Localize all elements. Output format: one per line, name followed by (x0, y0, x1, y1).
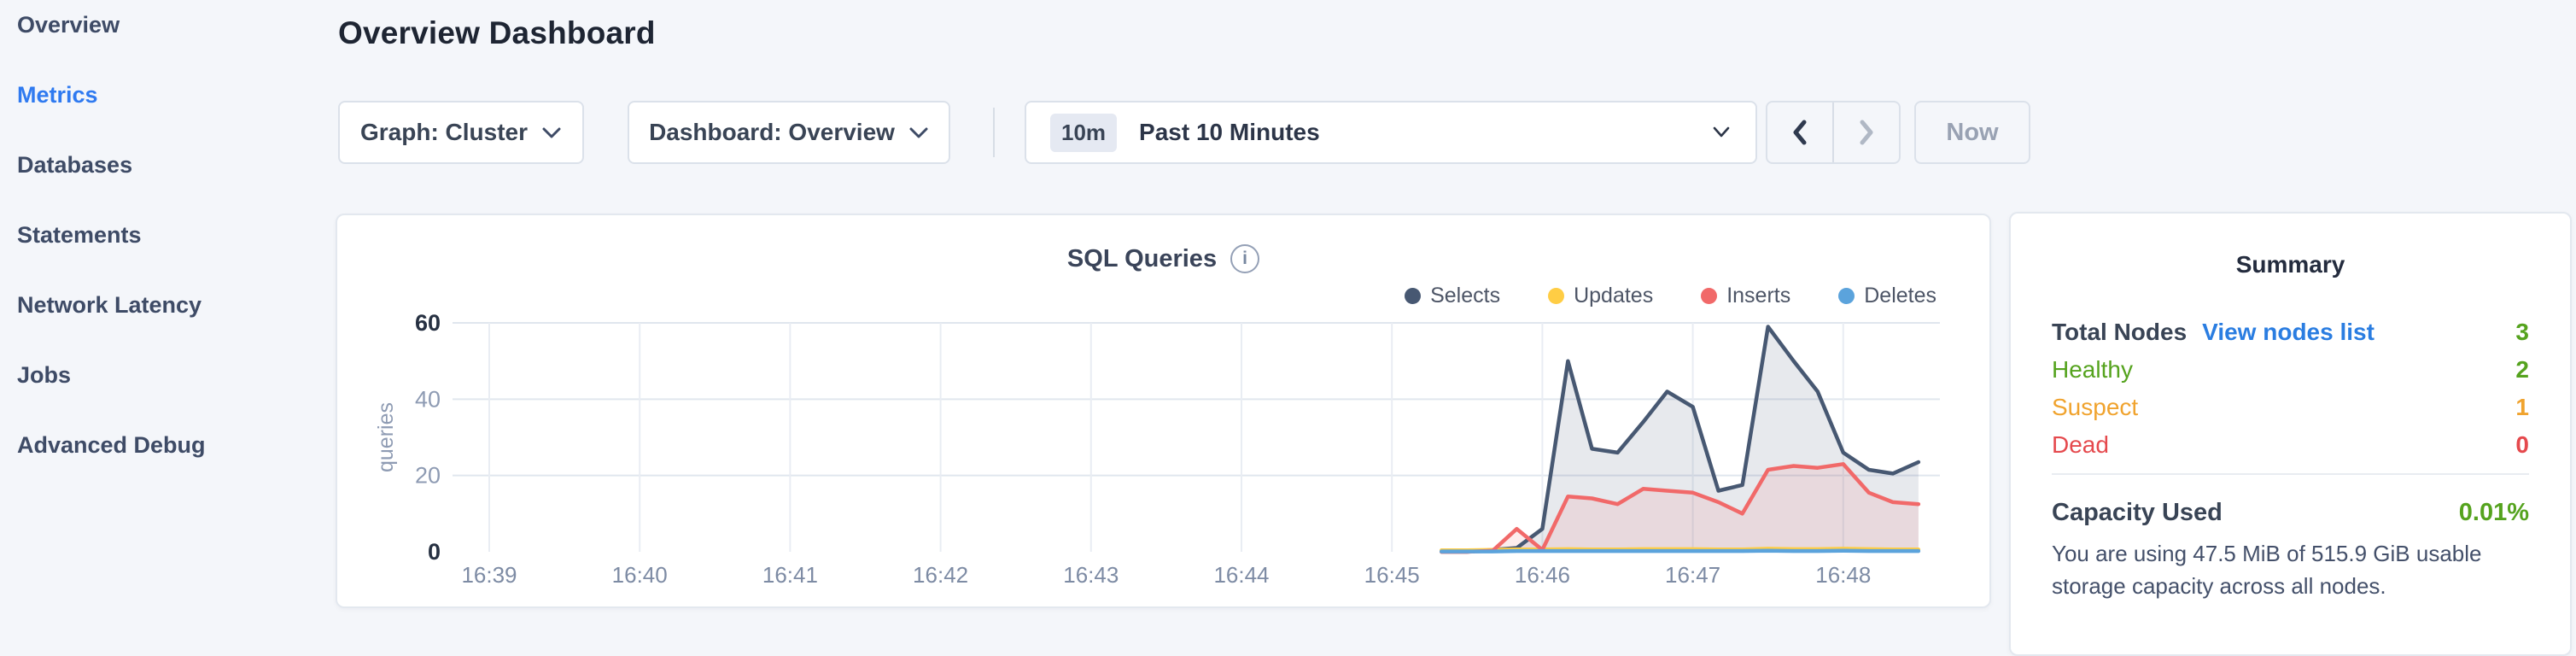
legend-item-updates: Updates (1548, 284, 1653, 308)
summary-rows: Total Nodes View nodes list 3 Healthy 2 Suspe… (2052, 318, 2529, 460)
svg-text:60: 60 (415, 310, 441, 336)
capacity-value: 0.01% (2458, 499, 2529, 526)
time-range-badge: 10m (1050, 113, 1118, 152)
svg-text:16:41: 16:41 (762, 562, 818, 588)
summary-row-suspect: Suspect 1 (2052, 393, 2529, 422)
svg-text:16:48: 16:48 (1815, 562, 1871, 588)
legend-dot-selects (1405, 288, 1422, 304)
summary-row-value: 0 (2515, 431, 2529, 458)
svg-text:16:46: 16:46 (1515, 562, 1570, 588)
chevron-down-icon (1713, 126, 1730, 138)
time-range-label: Past 10 Minutes (1139, 119, 1320, 145)
svg-text:16:47: 16:47 (1665, 562, 1720, 588)
summary-row-total-nodes: Total Nodes View nodes list 3 (2052, 318, 2529, 347)
chevron-right-icon (1860, 120, 1873, 145)
summary-panel: Summary Total Nodes View nodes list 3 Healt… (2009, 212, 2572, 656)
dashboard-dropdown[interactable]: Dashboard: Overview (628, 101, 950, 164)
summary-row-dead: Dead 0 (2052, 430, 2529, 460)
summary-row-label: Suspect (2052, 394, 2139, 420)
sidebar-item-databases[interactable]: Databases (17, 152, 133, 178)
summary-title: Summary (2235, 251, 2345, 278)
summary-row-value: 1 (2515, 394, 2529, 420)
chart-header: SQL Queries i (337, 244, 1989, 273)
summary-row-label: Dead (2052, 431, 2109, 458)
legend-label: Updates (1574, 284, 1654, 308)
summary-row-value: 3 (2515, 319, 2529, 345)
view-nodes-list-link[interactable]: View nodes list (2202, 319, 2374, 345)
legend-dot-inserts (1701, 288, 1718, 304)
svg-text:16:42: 16:42 (913, 562, 968, 588)
chevron-down-icon (909, 127, 928, 138)
summary-row-label: Healthy (2052, 356, 2133, 383)
dashboard-dropdown-label: Dashboard: Overview (649, 119, 895, 145)
page-title: Overview Dashboard (338, 15, 656, 50)
legend-label: Deletes (1864, 284, 1936, 308)
sidebar-item-overview[interactable]: Overview (17, 12, 120, 38)
sidebar-item-jobs[interactable]: Jobs (17, 362, 72, 388)
svg-text:queries: queries (374, 402, 398, 472)
svg-text:20: 20 (415, 463, 441, 489)
capacity-row: Capacity Used 0.01% (2052, 499, 2529, 527)
sql-queries-chart: 16:39 16:40 16:41 16:42 16:43 16:44 16:45 16:46… (374, 310, 1940, 588)
summary-row-label: Total Nodes (2052, 319, 2188, 345)
now-button[interactable]: Now (1914, 101, 2030, 164)
graph-dropdown-label: Graph: Cluster (359, 119, 529, 145)
sidebar-item-network-latency[interactable]: Network Latency (17, 292, 202, 318)
sidebar-item-statements[interactable]: Statements (17, 222, 142, 248)
chevron-left-icon (1793, 120, 1807, 145)
chart-title: SQL Queries (1066, 244, 1218, 272)
sidebar: Overview Metrics Databases Statements Networ… (0, 0, 336, 624)
chart-legend: Selects Updates Inserts Deletes (1405, 284, 1936, 308)
svg-text:16:39: 16:39 (461, 562, 517, 588)
summary-divider (2052, 473, 2529, 475)
graph-dropdown[interactable]: Graph: Cluster (338, 101, 584, 164)
legend-dot-deletes (1838, 288, 1855, 304)
time-range-dropdown[interactable]: 10m Past 10 Minutes (1025, 101, 1757, 164)
legend-label: Inserts (1726, 284, 1791, 308)
legend-dot-updates (1548, 288, 1565, 304)
info-icon[interactable]: i (1230, 244, 1260, 273)
legend-item-selects: Selects (1405, 284, 1500, 308)
time-nav (1766, 101, 1901, 164)
svg-text:16:45: 16:45 (1364, 562, 1420, 588)
legend-item-deletes: Deletes (1838, 284, 1936, 308)
sidebar-item-advanced-debug[interactable]: Advanced Debug (17, 432, 206, 458)
svg-text:40: 40 (415, 386, 441, 412)
svg-text:16:43: 16:43 (1063, 562, 1119, 588)
time-next-button[interactable] (1832, 102, 1899, 162)
toolbar-divider (993, 108, 995, 157)
svg-text:0: 0 (428, 539, 441, 565)
sql-queries-card: SQL Queries i Selects Updates Inserts Delet… (336, 214, 1991, 608)
svg-text:16:40: 16:40 (612, 562, 668, 588)
time-prev-button[interactable] (1767, 102, 1832, 162)
summary-row-value: 2 (2515, 356, 2529, 383)
legend-label: Selects (1430, 284, 1501, 308)
capacity-label: Capacity Used (2052, 499, 2223, 526)
chevron-down-icon (542, 127, 561, 138)
svg-text:16:44: 16:44 (1213, 562, 1269, 588)
capacity-note: You are using 47.5 MiB of 515.9 GiB usab… (2052, 541, 2482, 599)
summary-row-healthy: Healthy 2 (2052, 355, 2529, 384)
legend-item-inserts: Inserts (1701, 284, 1790, 308)
sidebar-item-metrics[interactable]: Metrics (17, 82, 98, 108)
